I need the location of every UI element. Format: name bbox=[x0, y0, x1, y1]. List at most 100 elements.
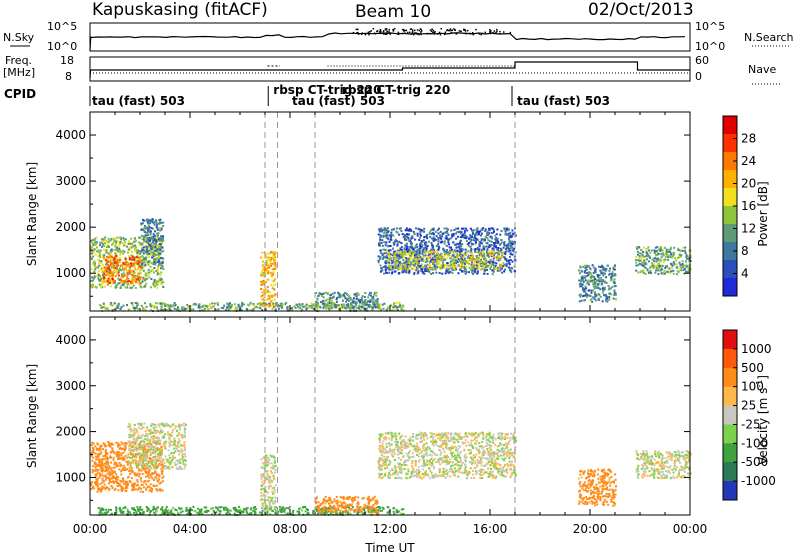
echo-cell bbox=[414, 261, 416, 263]
echo-cell bbox=[436, 245, 438, 247]
echo-cell bbox=[446, 249, 448, 251]
echo-cell bbox=[394, 257, 396, 259]
echo-cell bbox=[646, 253, 648, 255]
echo-cell bbox=[397, 267, 399, 269]
echo-cell bbox=[156, 485, 158, 487]
echo-cell bbox=[461, 270, 463, 272]
echo-cell bbox=[496, 229, 498, 231]
echo-cell bbox=[609, 292, 611, 294]
echo-cell bbox=[112, 449, 114, 451]
echo-cell bbox=[493, 266, 495, 268]
cpid-segment-label: tau (fast) 503 bbox=[92, 94, 185, 108]
echo-cell bbox=[421, 263, 423, 265]
echo-cell bbox=[100, 305, 102, 307]
echo-cell bbox=[445, 252, 447, 254]
echo-cell bbox=[287, 306, 289, 308]
echo-cell bbox=[361, 306, 363, 308]
echo-cell bbox=[107, 260, 109, 262]
echo-cell bbox=[322, 300, 324, 302]
echo-cell bbox=[118, 451, 120, 453]
echo-cell bbox=[269, 258, 271, 260]
echo-cell bbox=[389, 266, 391, 268]
echo-cell bbox=[103, 273, 105, 275]
echo-cell bbox=[438, 246, 440, 248]
echo-cell bbox=[426, 246, 428, 248]
echo-cell bbox=[457, 261, 459, 263]
echo-cell bbox=[593, 272, 595, 274]
echo-cell bbox=[141, 250, 143, 252]
echo-cell bbox=[272, 308, 274, 310]
echo-cell bbox=[102, 448, 104, 450]
echo-cell bbox=[489, 268, 491, 270]
echo-cell bbox=[140, 276, 142, 278]
echo-cell bbox=[588, 290, 590, 292]
echo-cell bbox=[413, 258, 415, 260]
echo-cell bbox=[682, 250, 684, 252]
nsearch-point bbox=[467, 30, 469, 32]
echo-cell bbox=[475, 258, 477, 260]
echo-cell bbox=[90, 240, 92, 242]
echo-cell bbox=[657, 273, 659, 275]
echo-cell bbox=[594, 268, 596, 270]
nsearch-point bbox=[386, 33, 388, 35]
echo-cell bbox=[105, 263, 107, 265]
echo-cell bbox=[113, 282, 115, 284]
echo-cell bbox=[376, 302, 378, 304]
echo-cell bbox=[161, 283, 163, 285]
echo-cell bbox=[136, 256, 138, 258]
echo-cell bbox=[393, 303, 395, 305]
echo-cell bbox=[322, 303, 324, 305]
echo-cell bbox=[426, 234, 428, 236]
echo-cell bbox=[458, 246, 460, 248]
echo-cell bbox=[508, 250, 510, 252]
echo-cell bbox=[147, 237, 149, 239]
echo-cell bbox=[365, 299, 367, 301]
echo-cell bbox=[442, 264, 444, 266]
echo-cell bbox=[123, 280, 125, 282]
echo-cell bbox=[111, 447, 113, 449]
echo-cell bbox=[442, 273, 444, 275]
echo-cell bbox=[350, 306, 352, 308]
echo-cell bbox=[434, 238, 436, 240]
echo-cell bbox=[260, 305, 262, 307]
colorbar-segment bbox=[723, 134, 737, 153]
echo-cell bbox=[487, 273, 489, 275]
echo-cell bbox=[123, 250, 125, 252]
echo-cell bbox=[396, 302, 398, 304]
echo-cell bbox=[114, 280, 116, 282]
echo-cell bbox=[468, 267, 470, 269]
echo-cell bbox=[676, 267, 678, 269]
echo-cell bbox=[235, 307, 237, 309]
echo-cell bbox=[411, 246, 413, 248]
echo-cell bbox=[158, 223, 160, 225]
echo-cell bbox=[472, 256, 474, 258]
echo-cell bbox=[481, 233, 483, 235]
echo-cell bbox=[607, 265, 609, 267]
echo-cell bbox=[461, 252, 463, 254]
echo-cell bbox=[486, 269, 488, 271]
echo-cell bbox=[385, 260, 387, 262]
echo-cell bbox=[421, 244, 423, 246]
echo-cell bbox=[145, 235, 147, 237]
echo-cell bbox=[152, 473, 154, 475]
echo-cell bbox=[504, 228, 506, 230]
echo-cell bbox=[147, 234, 149, 236]
echo-cell bbox=[152, 283, 154, 285]
echo-cell bbox=[605, 295, 607, 297]
echo-cell bbox=[261, 299, 263, 301]
echo-cell bbox=[403, 262, 405, 264]
echo-cell bbox=[409, 248, 411, 250]
echo-cell bbox=[303, 306, 305, 308]
echo-cell bbox=[97, 259, 99, 261]
echo-cell bbox=[419, 228, 421, 230]
echo-cell bbox=[653, 249, 655, 251]
echo-cell bbox=[121, 457, 123, 459]
echo-cell bbox=[660, 248, 662, 250]
nave-tick-bottom: 0 bbox=[695, 70, 702, 83]
echo-cell bbox=[666, 271, 668, 273]
echo-cell bbox=[396, 262, 398, 264]
echo-cell bbox=[109, 303, 111, 305]
echo-cell bbox=[491, 254, 493, 256]
echo-cell bbox=[436, 250, 438, 252]
echo-cell bbox=[685, 252, 687, 254]
